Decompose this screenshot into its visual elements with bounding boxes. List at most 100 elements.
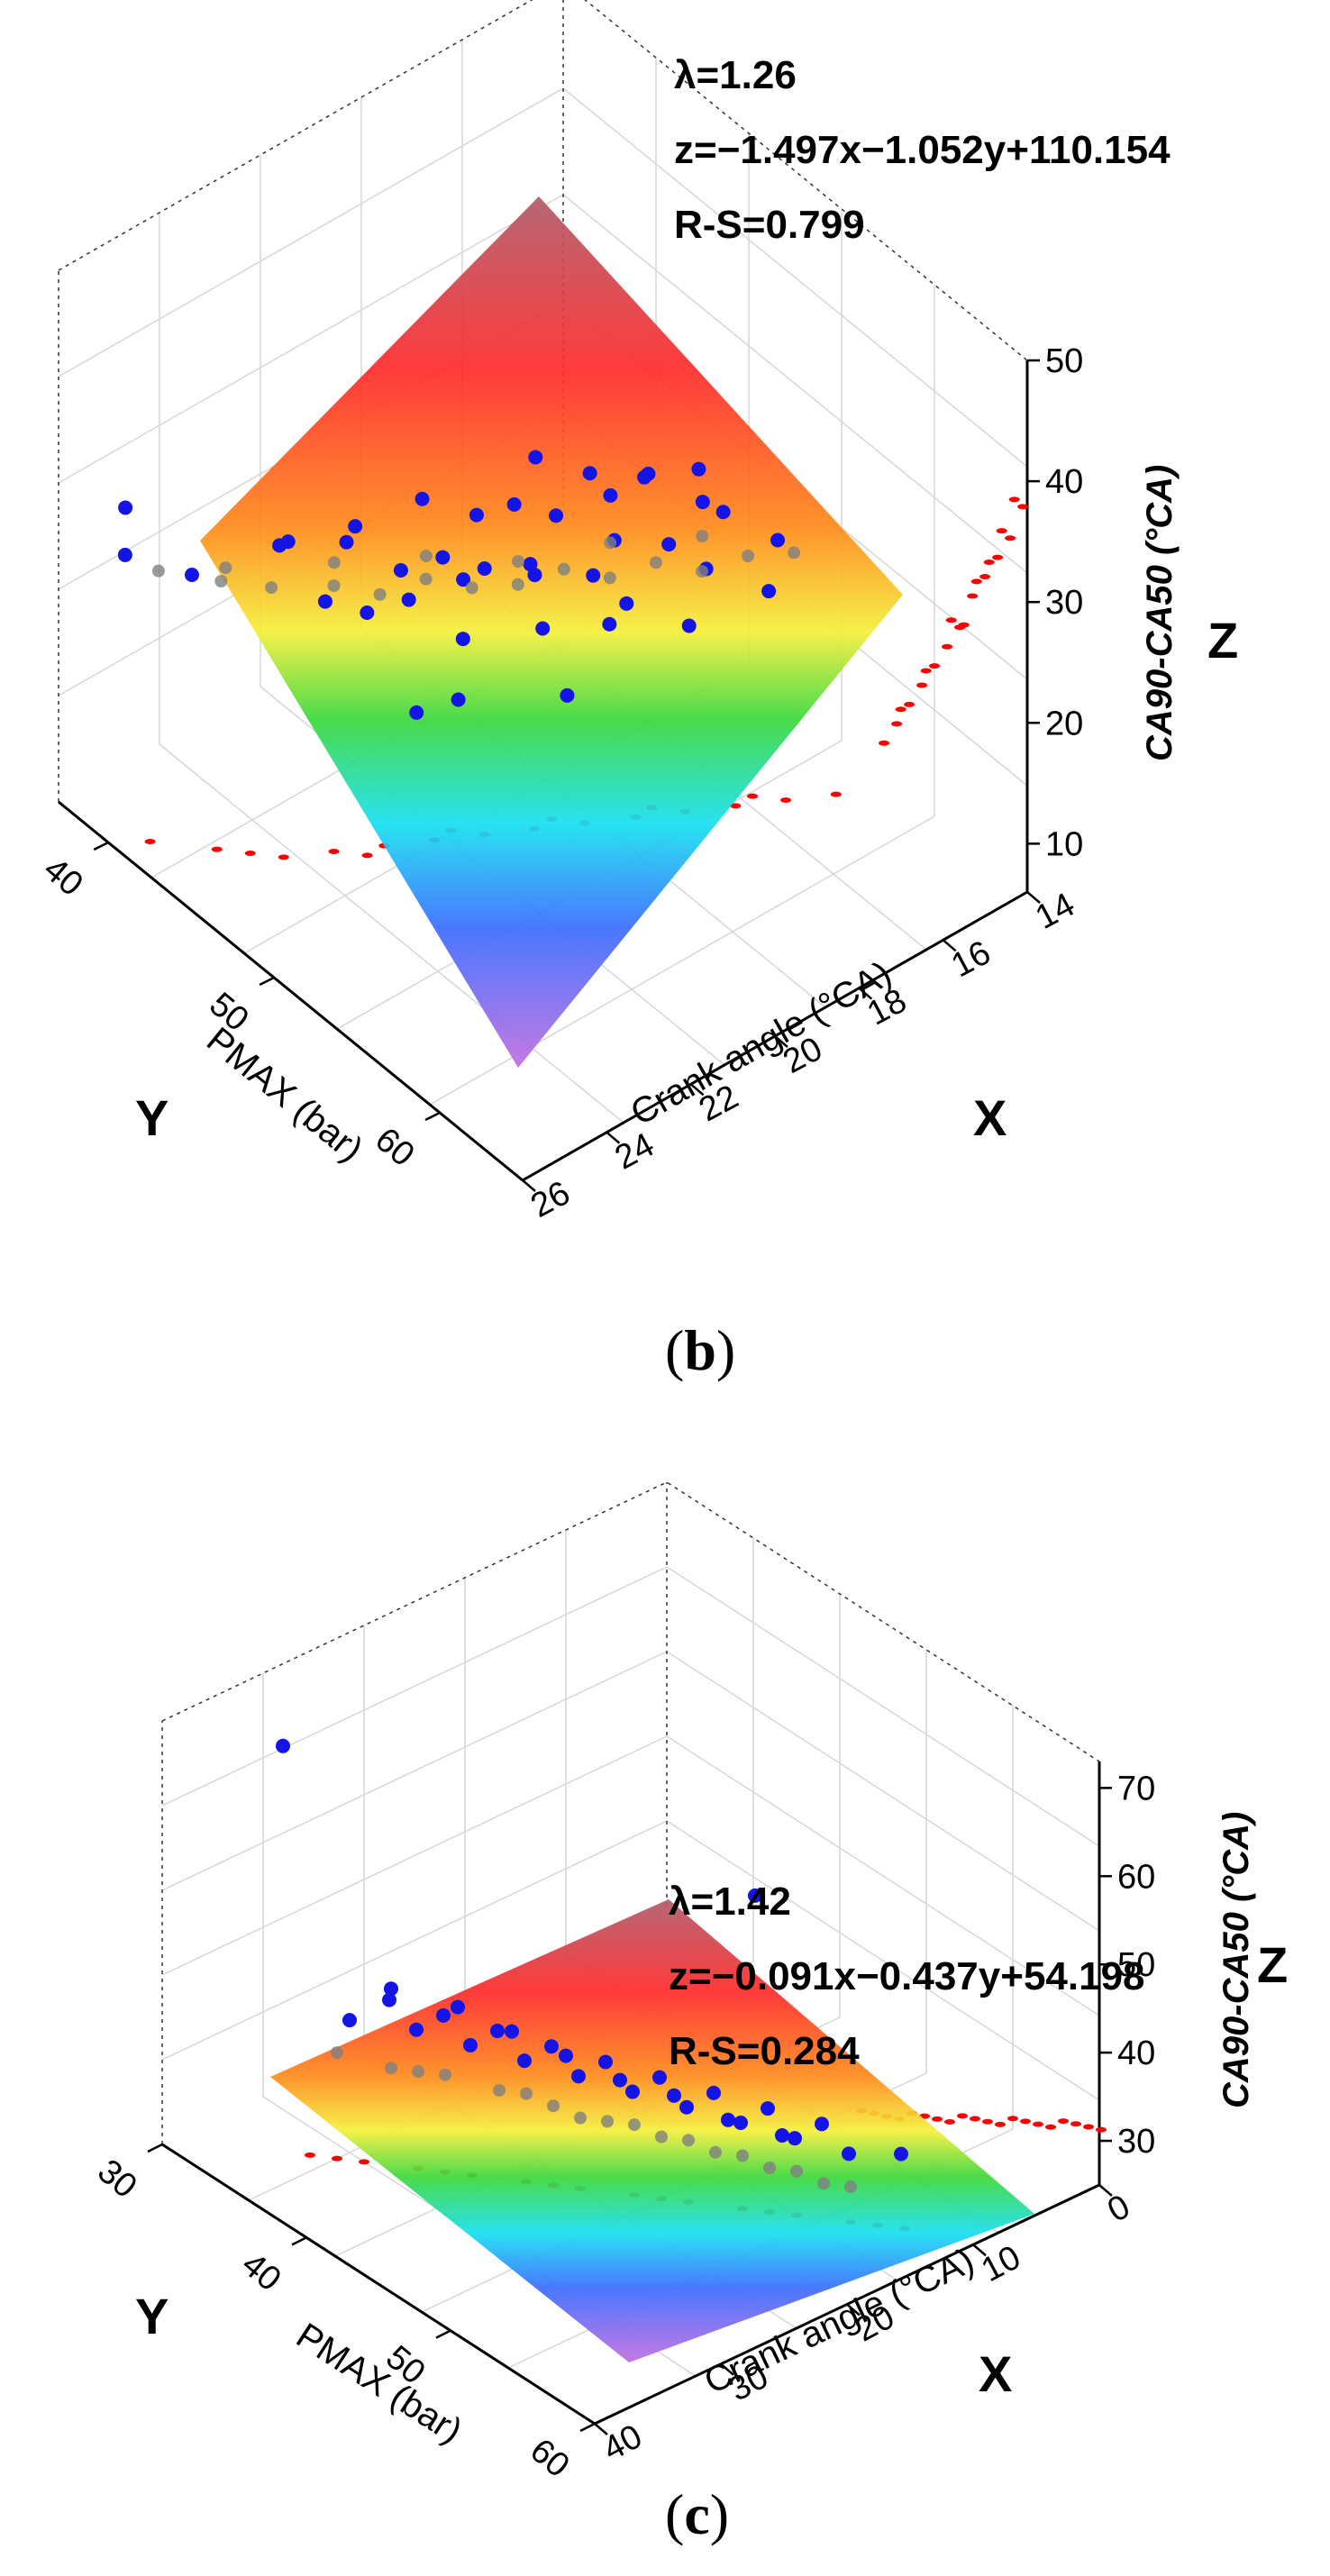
wall-projection-point [1045, 2124, 1056, 2130]
floor-projection-point [747, 793, 759, 799]
measured-point [679, 2099, 694, 2115]
measured-point [360, 605, 375, 620]
measured-point [490, 2024, 505, 2039]
wall-projection-point [995, 2121, 1006, 2127]
measured-point [463, 2037, 478, 2053]
caption-close-paren: ) [716, 1318, 735, 1382]
r-squared-annotation: R-S=0.799 [674, 203, 865, 247]
x-tick-mark [1026, 891, 1041, 904]
x-tick-label: 16 [945, 933, 997, 985]
wall-grid-line [562, 194, 1028, 574]
z-tick-label: 10 [1045, 825, 1083, 863]
floor-projection-point [361, 852, 373, 859]
floor-projection-point [830, 791, 842, 797]
wall-projection-point [1005, 535, 1016, 542]
x-tick-mark [606, 1131, 621, 1144]
measured-point [339, 534, 354, 550]
z-axis-title: CA90-CA50 (°CA) [1140, 465, 1180, 761]
x-tick-mark [858, 987, 873, 1000]
wall-projection-point [958, 622, 970, 628]
measured-point [761, 584, 777, 599]
fitted-point [512, 555, 525, 569]
y-tick-label: 40 [36, 851, 89, 904]
x-tick-mark [942, 939, 957, 952]
measured-point [382, 1992, 396, 2007]
measured-point [393, 563, 408, 578]
floor-grid-line [159, 743, 624, 1124]
fitted-point [465, 581, 478, 595]
wall-projection-point [979, 574, 991, 580]
measured-point [559, 2048, 573, 2063]
measured-point [715, 505, 731, 520]
wall-projection-point [895, 706, 906, 713]
measured-point [748, 1888, 762, 1903]
y-tick-mark [93, 841, 109, 851]
fitted-point [219, 561, 232, 575]
wall-projection-point [957, 2113, 968, 2119]
wall-grid-line [562, 87, 1028, 468]
measured-point [560, 687, 575, 703]
x-tick-label: 40 [597, 2417, 649, 2469]
fitted-point [790, 2164, 803, 2178]
floor-projection-point [328, 849, 340, 854]
r-squared-annotation: R-S=0.284 [669, 2029, 860, 2073]
x-tick-label: 24 [609, 1126, 660, 1178]
floor-projection-point [144, 839, 156, 844]
wall-grid-line [666, 1651, 1100, 1932]
measured-point [549, 508, 564, 523]
measured-point [788, 2131, 802, 2146]
fitted-point [682, 2134, 695, 2147]
wall-grid-line [666, 1820, 1100, 2101]
wall-grid-line [666, 1566, 1100, 1847]
wall-projection-point [944, 2119, 955, 2125]
fitted-point [520, 2087, 533, 2100]
fitted-point [696, 565, 709, 578]
x-tick-label: 0 [1102, 2188, 1136, 2230]
floor-projection-point [305, 2152, 315, 2158]
floor-projection-point [278, 854, 289, 860]
y-tick-label: 60 [368, 1121, 421, 1174]
measured-point [451, 1999, 465, 2015]
measured-point [582, 466, 597, 481]
measured-point [528, 450, 543, 465]
measured-point [409, 705, 424, 720]
y-tick-label: 40 [234, 2245, 287, 2298]
measured-point [527, 568, 542, 583]
measured-point [733, 2115, 748, 2130]
y-axis-line [58, 800, 524, 1182]
fitted-point [709, 2145, 722, 2159]
wall-projection-point [945, 617, 957, 624]
caption-open-paren: ( [665, 1318, 684, 1382]
wall-grid-line [161, 1566, 668, 1807]
measured-point [775, 2128, 789, 2143]
measured-point [613, 2072, 627, 2088]
fitted-surface [270, 1899, 1034, 2362]
floor-projection-point [730, 803, 742, 809]
equation-annotation: z=−0.091x−0.437y+54.198 [669, 1954, 1145, 1998]
caption-letter: b [684, 1318, 716, 1382]
y-tick-mark [424, 1111, 441, 1122]
wall-projection-point [1058, 2118, 1069, 2125]
fitted-point [844, 2180, 857, 2193]
y-axis-letter: Y [135, 2288, 169, 2344]
fitted-point [604, 536, 617, 550]
wall-projection-point [970, 578, 982, 585]
wall-projection-point [967, 593, 979, 599]
x-axis-letter: X [979, 2345, 1012, 2402]
y-tick-mark [579, 2422, 596, 2433]
measured-point [317, 594, 332, 609]
fitted-point [265, 581, 278, 595]
y-tick-mark [259, 976, 275, 987]
x-tick-mark [846, 2303, 861, 2317]
x-tick-mark [689, 1083, 705, 1097]
z-axis-letter: Z [1257, 1936, 1288, 1993]
wall-grid-line [666, 1735, 1100, 2016]
measured-point [619, 596, 634, 611]
measured-point [691, 461, 706, 477]
z-tick-label: 70 [1117, 1770, 1155, 1807]
fitted-point [419, 572, 433, 586]
measured-point [761, 2101, 775, 2116]
z-tick-label: 40 [1117, 2034, 1155, 2072]
wall-grid-line [161, 1651, 668, 1891]
